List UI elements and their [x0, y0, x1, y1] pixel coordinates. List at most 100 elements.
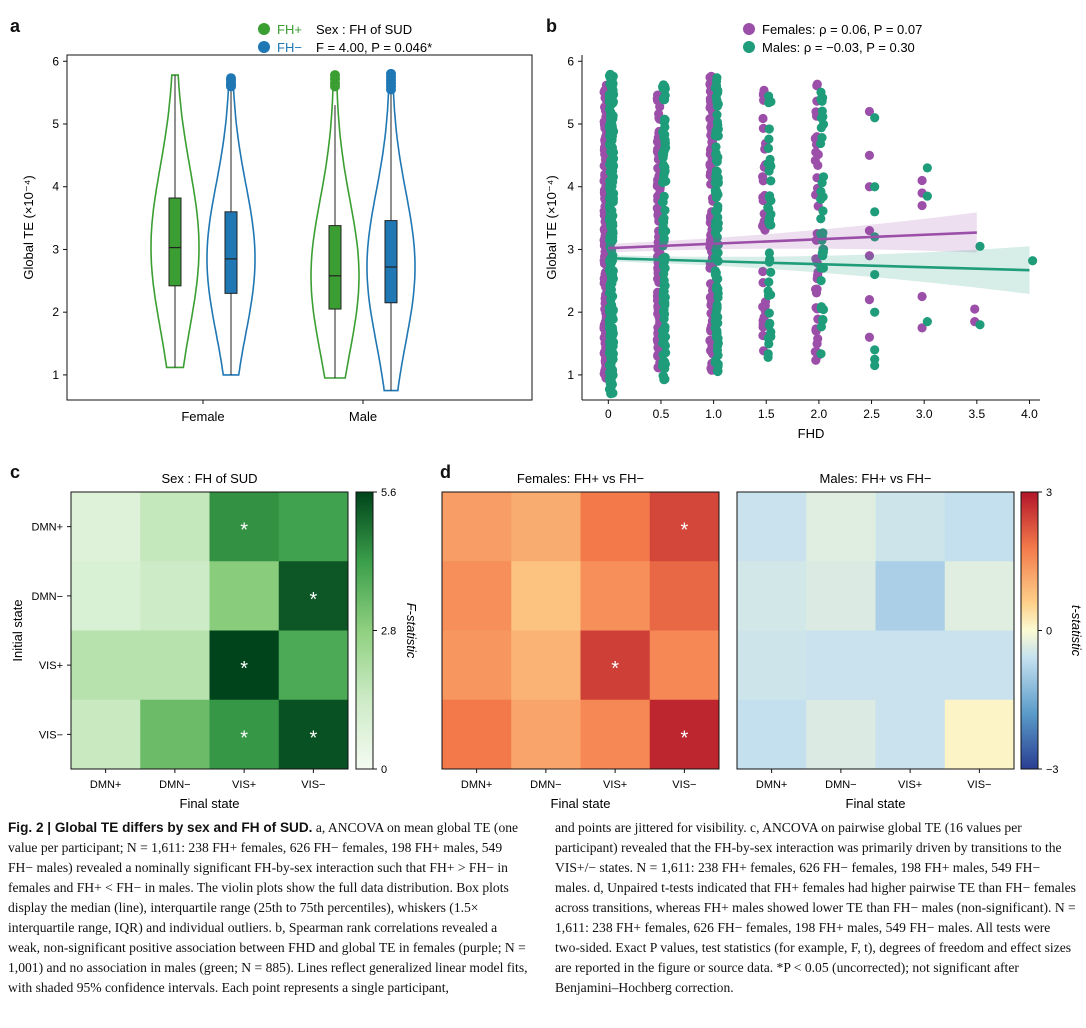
heatmap-cell [875, 699, 946, 770]
scatter-point-males [710, 269, 720, 279]
scatter-point-males [922, 316, 932, 327]
y-tick-label-a: 1 [52, 368, 59, 382]
scatter-point-males [712, 167, 722, 177]
scatter-point-males [658, 371, 669, 381]
scatter-point-males [713, 248, 723, 258]
scatter-point-males [711, 142, 721, 152]
scatter-point-males [711, 315, 721, 325]
heatmap-d: Females: FH+ vs FH− * * * DMN+ DMN− VIS+ VIS− Fi… [441, 471, 1084, 810]
scatter-point-males [658, 160, 669, 170]
y-tick-label-a: 2 [52, 305, 59, 319]
scatter-point-males [764, 308, 774, 318]
colorbar [355, 491, 374, 770]
scatter-point-males [660, 205, 670, 215]
scatter-point-males [763, 352, 773, 362]
scatter-point-males [660, 114, 670, 124]
scatter-point-males [713, 333, 723, 343]
scatter-point-males [607, 82, 617, 92]
scatter-point-females [917, 323, 927, 333]
heatmap-cell [649, 699, 720, 770]
heatmap-cell [278, 699, 349, 770]
box-iqr [328, 225, 342, 310]
heatmap-cell [71, 630, 141, 701]
colorbar-tick-label: 2.8 [381, 626, 396, 638]
scatter-point-males [659, 275, 669, 285]
scatter-point-females [864, 295, 875, 305]
scatter-point-males [606, 362, 616, 372]
scatter-point-males [659, 236, 669, 246]
heatmap-title: Sex : FH of SUD [161, 471, 257, 486]
figure-caption-left: Fig. 2 | Global TE differs by sex and FH… [8, 818, 530, 998]
scatter-point-males [817, 106, 827, 116]
significance-marker: * [240, 727, 248, 749]
violin-legend: FH+ FH− Sex : FH of SUD F = 4.00, P = 0.… [258, 22, 432, 55]
x-tick-label-b: 3.0 [916, 407, 933, 421]
legend-label-females: Females: ρ = 0.06, P = 0.07 [762, 22, 922, 37]
scatter-point-males [766, 176, 776, 186]
heatmap-cell [278, 630, 349, 701]
scatter-point-males [712, 101, 722, 111]
scatter-chart: Females: ρ = 0.06, P = 0.07 Males: ρ = −… [544, 22, 1040, 441]
scatter-point-males [660, 263, 670, 273]
x-tick-label-b: 1.0 [705, 407, 722, 421]
scatter-point-males [659, 146, 669, 156]
heatmap-cell [944, 699, 1015, 770]
legend-label-fh-pos: FH+ [277, 22, 302, 37]
heatmap-cell [806, 561, 876, 631]
y-tick-label: DMN+ [32, 522, 63, 534]
scatter-point-males [606, 258, 616, 268]
scatter-point-males [712, 205, 722, 215]
heatmap-cell [580, 561, 651, 631]
scatter-point-females [758, 172, 768, 182]
scatter-point-males [763, 290, 774, 301]
scatter-point-males [765, 220, 775, 230]
scatter-point-males [606, 285, 616, 295]
x-tick-label: DMN+ [461, 779, 492, 791]
scatter-point-males [658, 221, 668, 231]
scatter-point-males [711, 130, 721, 140]
scatter-point-males [870, 269, 880, 280]
x-tick-label-b: 0.5 [653, 407, 670, 421]
heatmap-cell [71, 561, 141, 631]
scatter-point-males [605, 211, 615, 222]
scatter-point-males [818, 206, 828, 216]
scatter-point-males [711, 192, 721, 203]
colorbar-tick-label: 5.6 [381, 487, 396, 499]
scatter-point-females [813, 160, 823, 170]
heatmap-cell [278, 561, 349, 631]
heatmap-cell [806, 492, 876, 562]
x-tick-label: DMN− [530, 779, 561, 791]
x-tick-label-b: 3.5 [968, 407, 985, 421]
scatter-point-males [764, 134, 774, 144]
scatter-point-females [812, 339, 822, 349]
x-tick-label: DMN− [159, 779, 190, 791]
scatter-point-males [765, 191, 775, 201]
legend-test-stat: F = 4.00, P = 0.046* [316, 40, 432, 55]
scatter-point-males [604, 348, 614, 358]
box-iqr [384, 220, 398, 304]
y-tick-label-b: 2 [567, 305, 574, 319]
heatmap-cell [875, 630, 946, 701]
y-tick-label-a: 5 [52, 117, 59, 131]
scatter-point-males [763, 203, 773, 213]
colorbar-label: F-statistic [404, 603, 419, 659]
scatter-point-males [816, 322, 826, 332]
scatter-point-males [818, 247, 828, 257]
scatter-point-females [812, 81, 822, 91]
x-axis-label: Final state [180, 796, 240, 810]
scatter-point-males [817, 133, 827, 143]
legend-label-fh-neg: FH− [277, 40, 302, 55]
caption-label: Fig. 2 | Global TE differs by sex and FH… [8, 820, 313, 835]
caption-right-text: and points are jittered for visibility. … [555, 820, 1076, 995]
y-tick-label-b: 6 [567, 54, 574, 68]
heatmap-title: Males: FH+ vs FH− [820, 471, 932, 486]
x-tick-label-b: 0 [605, 407, 612, 421]
scatter-point-males [817, 96, 827, 106]
scatter-point-males [1028, 256, 1038, 266]
outlier-point [386, 68, 396, 79]
heatmap-cell [442, 492, 512, 562]
heatmap-cell [875, 492, 946, 562]
legend-marker-females [743, 23, 755, 35]
scatter-point-males [713, 85, 723, 96]
x-tick-label: VIS− [672, 779, 696, 791]
